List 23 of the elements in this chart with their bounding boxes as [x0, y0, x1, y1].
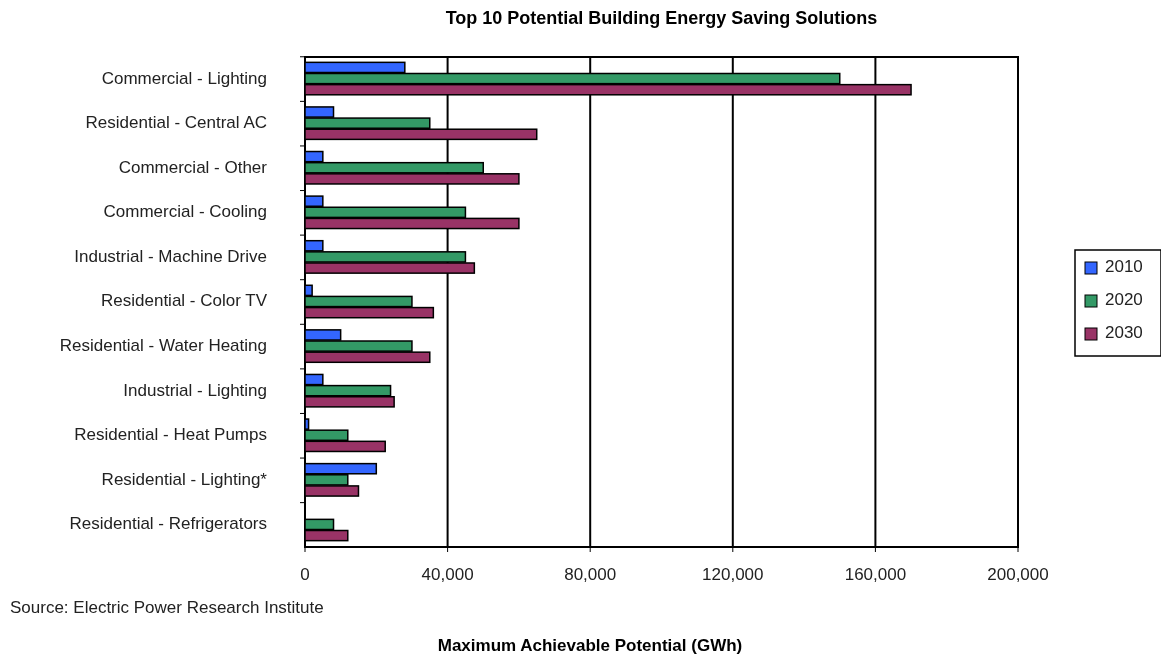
x-tick-label: 120,000 [702, 565, 764, 584]
y-tick-label: Commercial - Lighting [101, 68, 267, 88]
x-tick-label: 200,000 [987, 565, 1049, 584]
y-tick-label: Residential - Water Heating [59, 336, 267, 356]
source-note: Source: Electric Power Research Institute [10, 598, 324, 617]
y-tick-label: Commercial - Cooling [103, 202, 267, 222]
legend-label: 2020 [1105, 290, 1143, 310]
x-tick-label: 0 [300, 565, 310, 584]
y-tick-label: Residential - Refrigerators [69, 514, 267, 534]
y-tick-label: Commercial - Other [118, 157, 268, 177]
y-tick-label: Residential - Central AC [85, 113, 267, 133]
x-tick-label: 40,000 [421, 565, 474, 584]
y-tick-label: Residential - Heat Pumps [74, 425, 267, 445]
legend-label: 2030 [1105, 323, 1143, 343]
legend-label: 2010 [1105, 257, 1143, 277]
y-tick-label: Industrial - Lighting [123, 380, 267, 400]
y-tick-label: Industrial - Machine Drive [74, 246, 267, 266]
x-axis-title: Maximum Achievable Potential (GWh) [437, 636, 743, 655]
y-tick-label: Residential - Lighting* [101, 469, 268, 489]
x-tick-label: 80,000 [564, 565, 617, 584]
x-tick-label: 160,000 [844, 565, 907, 584]
y-tick-label: Residential - Color TV [101, 291, 268, 311]
chart-title: Top 10 Potential Building Energy Saving Solutions [445, 8, 878, 28]
